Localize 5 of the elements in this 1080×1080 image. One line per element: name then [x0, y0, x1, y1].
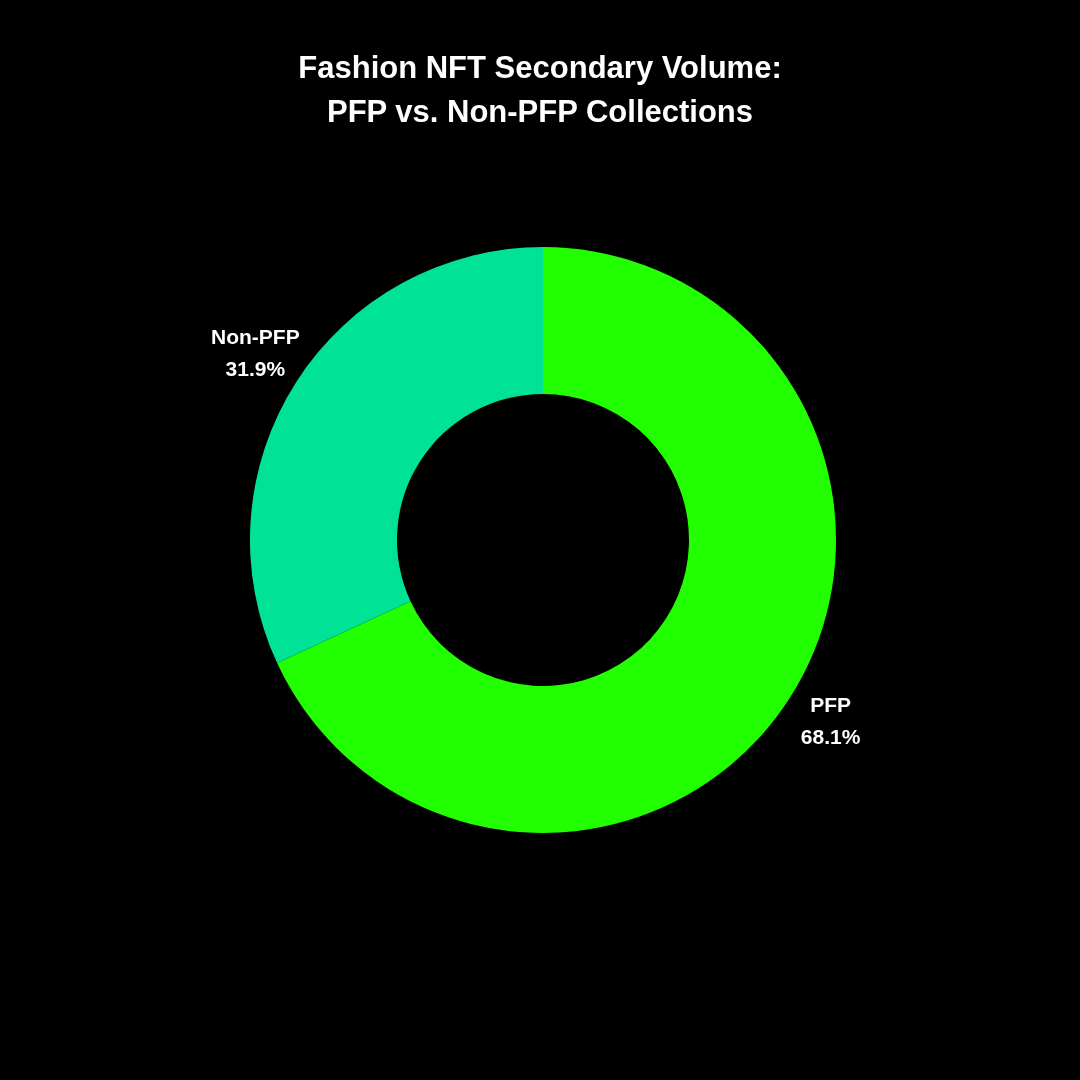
slice-label: Non-PFP: [211, 325, 300, 349]
slice-label: PFP: [810, 692, 852, 716]
chart-title: Fashion NFT Secondary Volume: PFP vs. Non-PFP Collections: [298, 50, 782, 129]
data-label: 31.9%: [225, 357, 286, 381]
data-label: 68.1%: [800, 724, 861, 748]
